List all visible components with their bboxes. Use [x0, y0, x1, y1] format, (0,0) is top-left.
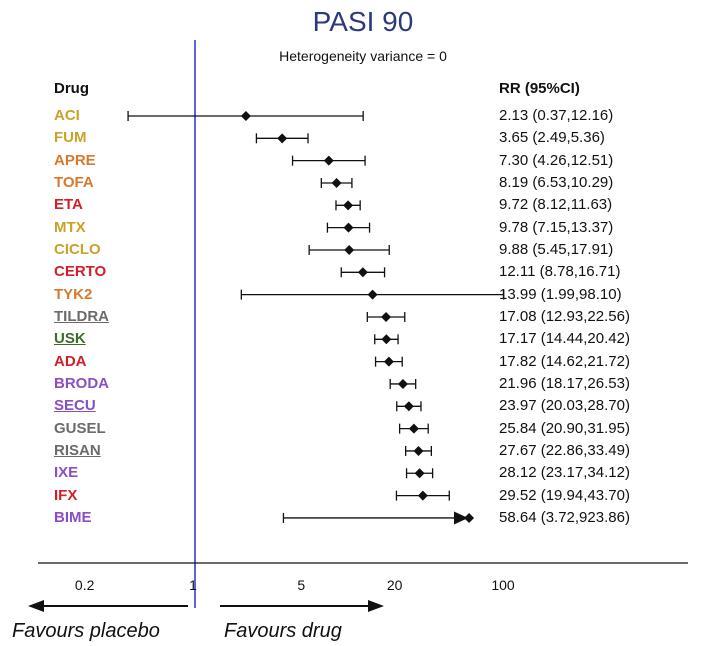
rr-value-ciclo: 9.88 (5.45,17.91): [499, 240, 614, 258]
point-estimate-bime: [464, 512, 475, 523]
point-estimate-tofa: [331, 177, 342, 188]
drug-column-header: Drug: [54, 80, 89, 97]
point-estimate-eta: [343, 200, 354, 211]
point-estimate-tyk2: [367, 289, 378, 300]
point-estimate-aci: [240, 111, 251, 121]
rr-value-mtx: 9.78 (7.15,13.37): [499, 218, 614, 236]
rr-value-broda: 21.96 (18.17,26.53): [499, 374, 630, 392]
rr-value-fum: 3.65 (2.49,5.36): [499, 129, 605, 147]
drug-label-apre: APRE: [54, 151, 96, 169]
point-estimate-broda: [397, 378, 408, 389]
ci-clipped-arrow-bime: [454, 511, 468, 525]
rr-value-usk: 17.17 (14.44,20.42): [499, 330, 630, 348]
rr-value-eta: 9.72 (8.12,11.63): [499, 196, 613, 214]
drug-label-eta: ETA: [54, 196, 83, 214]
drug-label-usk: USK: [54, 330, 86, 348]
drug-label-fum: FUM: [54, 129, 87, 147]
rr-value-secu: 23.97 (20.03,28.70): [499, 397, 630, 415]
drug-label-ifx: IFX: [54, 486, 78, 504]
rr-value-ifx: 29.52 (19.94,43.70): [499, 486, 630, 504]
favours-drug-arrowhead: [368, 600, 384, 612]
favours-drug-label: Favours drug: [224, 620, 342, 642]
drug-label-ciclo: CICLO: [54, 240, 101, 258]
drug-label-mtx: MTX: [54, 218, 86, 236]
drug-label-secu: SECU: [54, 397, 96, 415]
point-estimate-risan: [413, 445, 424, 456]
point-estimate-ada: [383, 356, 394, 367]
rr-value-aci: 2.13 (0.37,12.16): [499, 107, 614, 124]
rr-value-ada: 17.82 (14.62,21.72): [499, 352, 630, 370]
point-estimate-usk: [381, 334, 392, 345]
favours-placebo-label: Favours placebo: [12, 620, 160, 642]
x-tick-label: 1: [189, 577, 197, 593]
point-estimate-apre: [323, 155, 334, 166]
point-estimate-ciclo: [344, 244, 355, 255]
drug-label-aci: ACI: [54, 107, 80, 124]
point-estimate-ifx: [417, 490, 428, 501]
x-tick-label: 100: [491, 577, 515, 593]
rr-value-gusel: 25.84 (20.90,31.95): [499, 419, 630, 437]
drug-label-risan: RISAN: [54, 441, 101, 459]
point-estimate-ixe: [414, 468, 425, 479]
point-estimate-tildra: [381, 311, 392, 322]
rr-value-tofa: 8.19 (6.53,10.29): [499, 173, 614, 191]
point-estimate-gusel: [408, 423, 419, 434]
rr-column-header: RR (95%CI): [499, 80, 580, 97]
drug-label-tofa: TOFA: [54, 173, 94, 191]
drug-label-ixe: IXE: [54, 464, 79, 482]
point-estimate-secu: [403, 401, 414, 412]
drug-label-gusel: GUSEL: [54, 419, 106, 437]
drug-label-certo: CERTO: [54, 263, 107, 281]
rr-value-bime: 58.64 (3.72,923.86): [499, 508, 630, 526]
point-estimate-fum: [277, 133, 288, 144]
chart-title: PASI 90: [312, 6, 414, 37]
drug-label-ada: ADA: [54, 352, 87, 370]
drug-label-bime: BIME: [54, 508, 92, 526]
point-estimate-certo: [357, 267, 368, 278]
favours-placebo-arrowhead: [28, 600, 44, 612]
rr-value-apre: 7.30 (4.26,12.51): [499, 151, 614, 169]
drug-label-tyk2: TYK2: [54, 285, 93, 303]
chart-subtitle: Heterogeneity variance = 0: [279, 48, 447, 64]
rr-value-tildra: 17.08 (12.93,22.56): [499, 307, 630, 325]
drug-label-tildra: TILDRA: [54, 307, 109, 325]
rr-value-tyk2: 13.99 (1.99,98.10): [499, 285, 622, 303]
x-tick-label: 20: [386, 577, 403, 593]
rr-value-certo: 12.11 (8.78,16.71): [499, 263, 621, 281]
x-tick-label: 5: [297, 577, 306, 593]
drug-label-broda: BRODA: [54, 374, 109, 392]
rr-value-ixe: 28.12 (23.17,34.12): [499, 464, 630, 482]
point-estimate-mtx: [343, 222, 354, 233]
x-tick-label: 0.2: [74, 577, 95, 593]
rr-value-risan: 27.67 (22.86,33.49): [499, 441, 630, 459]
